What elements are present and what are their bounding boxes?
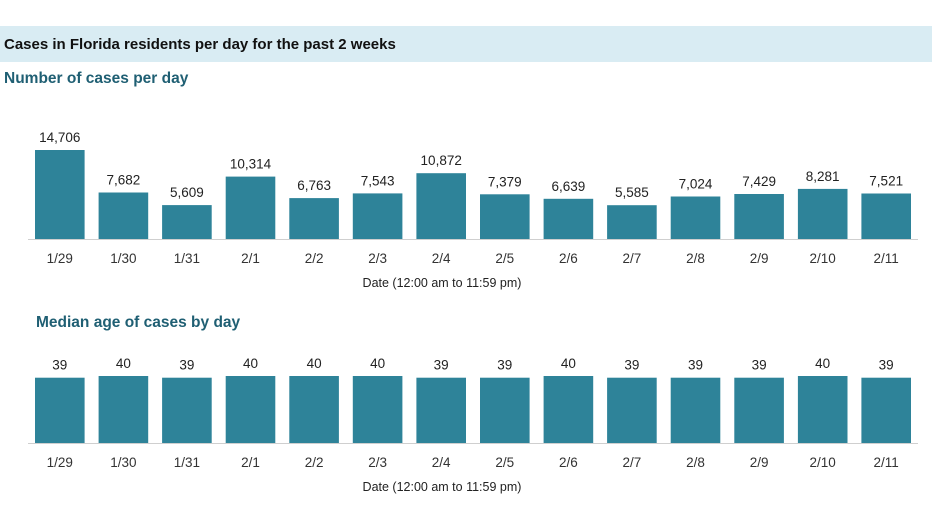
- x-axis-title: Date (12:00 am to 11:59 pm): [363, 480, 522, 494]
- header-banner: Cases in Florida residents per day for t…: [0, 26, 932, 62]
- data-label: 5,609: [170, 185, 204, 200]
- data-label: 7,682: [107, 173, 141, 188]
- bar-2-8: [670, 196, 721, 239]
- bar-2-10: [797, 188, 848, 239]
- x-tick-label: 2/4: [432, 455, 451, 470]
- bar-2-3: [352, 193, 403, 239]
- data-label: 39: [179, 358, 194, 373]
- bar-2-9: [734, 377, 784, 443]
- bar-1-29: [35, 377, 85, 443]
- bar-2-4: [416, 173, 466, 239]
- bar-2-11: [861, 377, 911, 443]
- data-label: 40: [307, 356, 322, 371]
- x-tick-label: 2/5: [495, 455, 514, 470]
- bar-2-11: [861, 193, 911, 239]
- x-tick-label: 2/2: [305, 455, 324, 470]
- x-tick-label: 2/8: [686, 455, 705, 470]
- x-tick-label: 2/6: [559, 251, 578, 266]
- x-tick-label: 2/11: [874, 251, 899, 266]
- x-tick-label: 2/8: [686, 251, 705, 266]
- x-tick-label: 2/10: [809, 251, 835, 266]
- x-tick-label: 1/30: [110, 455, 136, 470]
- cases-per-day-chart: 14,706 1/29 7,682 1/30 5,609 1/31 10,314 2/1 6,7…: [28, 130, 918, 290]
- bar-2-7: [607, 377, 657, 443]
- data-label: 5,585: [615, 185, 649, 200]
- data-label: 10,872: [421, 153, 462, 168]
- data-label: 39: [497, 358, 512, 373]
- x-axis-title: Date (12:00 am to 11:59 pm): [363, 276, 522, 290]
- data-label: 14,706: [39, 130, 80, 145]
- bar-2-3: [352, 376, 403, 443]
- data-label: 40: [561, 356, 576, 371]
- x-tick-label: 1/29: [47, 251, 73, 266]
- data-label: 39: [879, 358, 894, 373]
- x-tick-label: 2/1: [241, 455, 260, 470]
- bar-2-6: [543, 376, 594, 443]
- data-label: 39: [52, 358, 67, 373]
- bar-2-2: [289, 198, 339, 239]
- banner-title: Cases in Florida residents per day for t…: [4, 36, 396, 53]
- data-label: 8,281: [806, 169, 840, 184]
- x-tick-label: 2/9: [750, 455, 769, 470]
- data-label: 40: [815, 356, 830, 371]
- x-tick-label: 2/2: [305, 251, 324, 266]
- x-tick-label: 2/6: [559, 455, 578, 470]
- data-label: 7,429: [742, 174, 776, 189]
- data-label: 39: [624, 358, 639, 373]
- median-age-chart: 39 1/29 40 1/30 39 1/31 40 2/1 40 2/2 40 2/3 39 2/4 39…: [28, 356, 918, 494]
- x-tick-label: 2/1: [241, 251, 260, 266]
- bar-1-31: [162, 377, 212, 443]
- x-tick-label: 2/7: [623, 455, 642, 470]
- data-label: 7,024: [679, 177, 713, 192]
- x-tick-label: 2/10: [809, 455, 835, 470]
- bar-1-29: [35, 150, 85, 239]
- x-tick-label: 2/11: [874, 455, 899, 470]
- bar-1-30: [98, 376, 149, 443]
- x-tick-label: 1/31: [174, 251, 200, 266]
- x-tick-label: 2/7: [623, 251, 642, 266]
- data-label: 7,543: [361, 173, 395, 188]
- x-tick-label: 2/3: [368, 251, 387, 266]
- data-label: 10,314: [230, 157, 272, 172]
- data-label: 40: [370, 356, 385, 371]
- x-tick-label: 1/30: [110, 251, 136, 266]
- x-tick-label: 1/31: [174, 455, 200, 470]
- x-tick-label: 2/5: [495, 251, 514, 266]
- data-label: 6,639: [552, 179, 586, 194]
- x-tick-label: 2/3: [368, 455, 387, 470]
- bar-2-6: [543, 198, 594, 239]
- bar-2-5: [480, 194, 530, 239]
- bar-1-31: [162, 205, 212, 239]
- bar-2-1: [225, 176, 276, 239]
- bar-2-4: [416, 377, 466, 443]
- bar-2-10: [797, 376, 848, 443]
- median-age-chart-title: Median age of cases by day: [36, 314, 241, 331]
- cases-chart-title: Number of cases per day: [4, 70, 189, 87]
- data-label: 39: [434, 358, 449, 373]
- data-label: 6,763: [297, 178, 331, 193]
- data-label: 39: [688, 358, 703, 373]
- x-tick-label: 2/4: [432, 251, 451, 266]
- bar-2-5: [480, 377, 530, 443]
- data-label: 7,379: [488, 174, 522, 189]
- data-label: 7,521: [869, 174, 903, 189]
- x-tick-label: 2/9: [750, 251, 769, 266]
- bar-2-8: [670, 377, 721, 443]
- bar-2-7: [607, 205, 657, 239]
- bar-1-30: [98, 192, 149, 239]
- data-label: 39: [752, 358, 767, 373]
- x-tick-label: 1/29: [47, 455, 73, 470]
- bar-2-9: [734, 194, 784, 239]
- data-label: 40: [243, 356, 258, 371]
- data-label: 40: [116, 356, 131, 371]
- bar-2-2: [289, 376, 339, 443]
- bar-2-1: [225, 376, 276, 443]
